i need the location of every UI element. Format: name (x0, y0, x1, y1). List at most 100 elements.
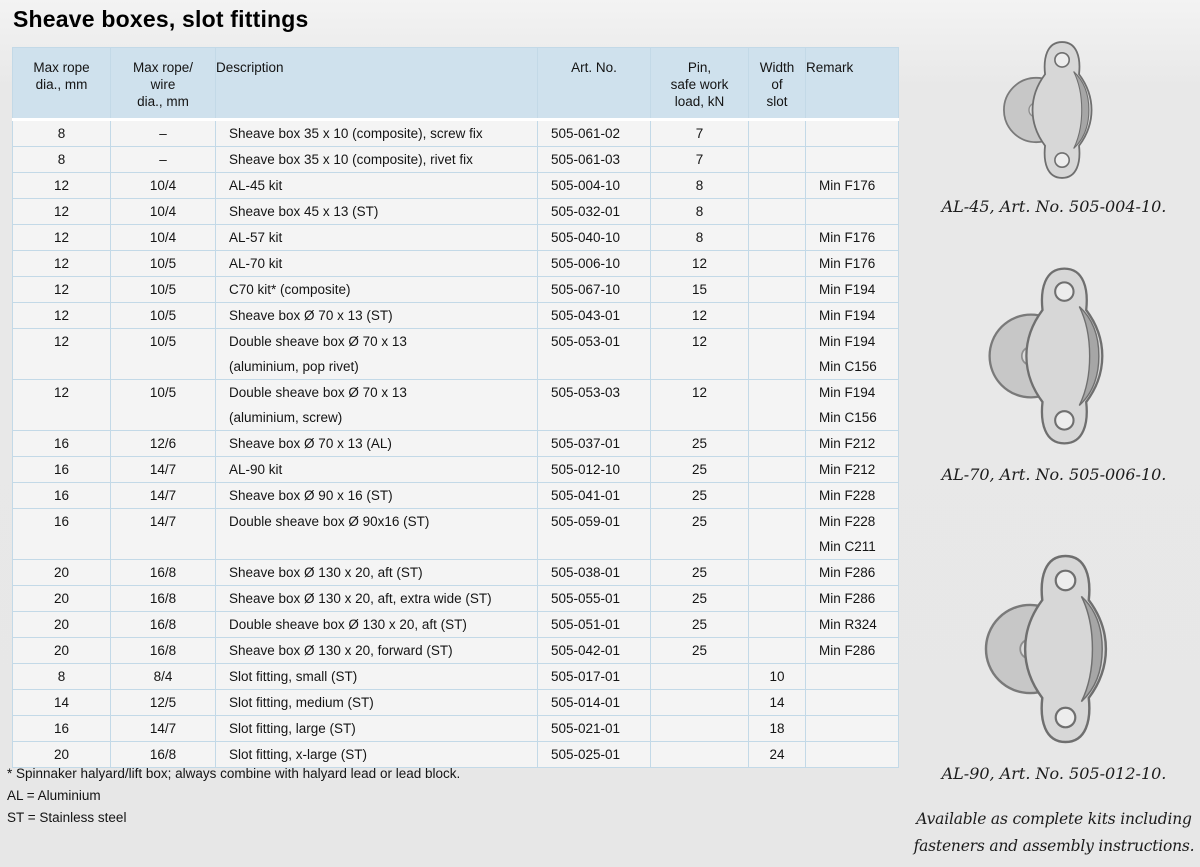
cell-remark: Min F194 Min C156 (805, 328, 899, 380)
cell-art: 505-061-02 (537, 119, 651, 147)
cell-slot: 18 (748, 715, 806, 742)
cell-art: 505-055-01 (537, 585, 651, 612)
cell-wire: 14/7 (110, 482, 216, 509)
cell-rope: 8 (12, 119, 111, 147)
cell-desc: Sheave box Ø 70 x 13 (AL) (215, 430, 538, 457)
cell-wire: 10/4 (110, 224, 216, 251)
cell-wire: 16/8 (110, 585, 216, 612)
figure-al-70: AL-70, Art. No. 505-006-10. (908, 258, 1200, 484)
cell-art: 505-051-01 (537, 611, 651, 638)
cell-wire: 10/5 (110, 302, 216, 329)
column-header-wire: Max rope/wire dia., mm (110, 47, 216, 121)
cell-art: 505-067-10 (537, 276, 651, 303)
table-head: Max rope dia., mm Max rope/wire dia., mm Des… (12, 47, 899, 121)
cell-slot (748, 611, 806, 638)
table-row: 20 16/8 Slot fitting, x-large (ST) 505-025-… (12, 741, 899, 768)
cell-pin: 25 (650, 482, 749, 509)
cell-remark (805, 741, 899, 768)
cell-pin: 25 (650, 585, 749, 612)
table-row: 12 10/4 AL-45 kit 505-004-10 8 Min F176 (12, 172, 899, 199)
cell-desc: Sheave box Ø 130 x 20, aft (ST) (215, 559, 538, 586)
cell-art: 505-059-01 (537, 508, 651, 560)
table-row: 16 14/7 Sheave box Ø 90 x 16 (ST) 505-041-0… (12, 482, 899, 509)
column-header-pin: Pin, safe work load, kN (650, 47, 749, 121)
cell-wire: 16/8 (110, 611, 216, 638)
cell-remark: Min F286 (805, 559, 899, 586)
cell-wire: 14/7 (110, 715, 216, 742)
cell-desc: Sheave box 35 x 10 (composite), rivet fi… (215, 146, 538, 173)
cell-remark: Min F286 (805, 637, 899, 664)
cell-wire: 16/8 (110, 559, 216, 586)
cell-slot (748, 637, 806, 664)
cell-rope: 12 (12, 276, 111, 303)
cell-desc: AL-90 kit (215, 456, 538, 483)
cell-desc: AL-57 kit (215, 224, 538, 251)
column-header-remark: Remark (805, 47, 899, 121)
cell-slot (748, 456, 806, 483)
cell-wire: 16/8 (110, 741, 216, 768)
cell-pin: 25 (650, 430, 749, 457)
cell-desc: Sheave box 45 x 13 (ST) (215, 198, 538, 225)
table-row: 12 10/5 Double sheave box Ø 70 x 13 (alumin… (12, 379, 899, 431)
cell-pin: 8 (650, 198, 749, 225)
cell-remark (805, 119, 899, 147)
cell-rope: 12 (12, 224, 111, 251)
cell-slot (748, 250, 806, 277)
cell-wire: 16/8 (110, 637, 216, 664)
cell-remark: Min F228 Min C211 (805, 508, 899, 560)
cell-rope: 12 (12, 328, 111, 380)
cell-pin: 12 (650, 379, 749, 431)
figure-caption-al-70: AL-70, Art. No. 505-006-10. (941, 465, 1167, 484)
cell-desc: Sheave box 35 x 10 (composite), screw fi… (215, 119, 538, 147)
cell-desc: C70 kit* (composite) (215, 276, 538, 303)
cell-wire: 10/5 (110, 328, 216, 380)
cell-rope: 20 (12, 637, 111, 664)
table-row: 20 16/8 Sheave box Ø 130 x 20, aft (ST) 505… (12, 559, 899, 586)
table-row: 14 12/5 Slot fitting, medium (ST) 505-014-0… (12, 689, 899, 716)
cell-art: 505-040-10 (537, 224, 651, 251)
cell-slot: 24 (748, 741, 806, 768)
column-header-art: Art. No. (537, 47, 651, 121)
cell-art: 505-021-01 (537, 715, 651, 742)
cell-wire: 10/4 (110, 198, 216, 225)
table-row: 20 16/8 Double sheave box Ø 130 x 20, aft … (12, 611, 899, 638)
cell-pin: 7 (650, 119, 749, 147)
table-row: 16 14/7 AL-90 kit 505-012-10 25 Min F212 (12, 456, 899, 483)
cell-wire: 10/5 (110, 250, 216, 277)
cell-rope: 20 (12, 741, 111, 768)
cell-art: 505-017-01 (537, 663, 651, 690)
cell-art: 505-042-01 (537, 637, 651, 664)
footnote-spinnaker: * Spinnaker halyard/lift box; always com… (7, 766, 461, 781)
cell-remark: Min F286 (805, 585, 899, 612)
cell-desc: AL-45 kit (215, 172, 538, 199)
cell-desc: Slot fitting, x-large (ST) (215, 741, 538, 768)
cell-art: 505-037-01 (537, 430, 651, 457)
cell-rope: 20 (12, 559, 111, 586)
cell-remark: Min R324 (805, 611, 899, 638)
table-row: 12 10/4 AL-57 kit 505-040-10 8 Min F176 (12, 224, 899, 251)
footnotes: * Spinnaker halyard/lift box; always com… (7, 763, 460, 829)
table-row: 20 16/8 Sheave box Ø 130 x 20, forward (ST… (12, 637, 899, 664)
cell-desc: Double sheave box Ø 70 x 13 (aluminium, p… (215, 328, 538, 380)
cell-art: 505-053-01 (537, 328, 651, 380)
kits-note-line-2: fasteners and assembly instructions. (913, 837, 1195, 855)
kits-note: Available as complete kits including fas… (908, 806, 1200, 860)
cell-pin: 25 (650, 456, 749, 483)
cell-slot (748, 508, 806, 560)
cell-pin: 8 (650, 172, 749, 199)
table-header-row: Max rope dia., mm Max rope/wire dia., mm Des… (12, 47, 899, 121)
cell-art: 505-025-01 (537, 741, 651, 768)
cell-remark (805, 689, 899, 716)
cell-slot (748, 119, 806, 147)
cell-wire: 8/4 (110, 663, 216, 690)
cell-rope: 8 (12, 146, 111, 173)
cell-remark: Min F228 (805, 482, 899, 509)
cell-remark: Min F194 (805, 276, 899, 303)
table-row: 12 10/5 Double sheave box Ø 70 x 13 (alumin… (12, 328, 899, 380)
cell-desc: Double sheave box Ø 90x16 (ST) (215, 508, 538, 560)
figure-al-45: AL-45, Art. No. 505-004-10. (908, 34, 1200, 216)
cell-pin: 15 (650, 276, 749, 303)
cell-wire: 10/4 (110, 172, 216, 199)
cell-rope: 12 (12, 379, 111, 431)
cell-remark (805, 715, 899, 742)
